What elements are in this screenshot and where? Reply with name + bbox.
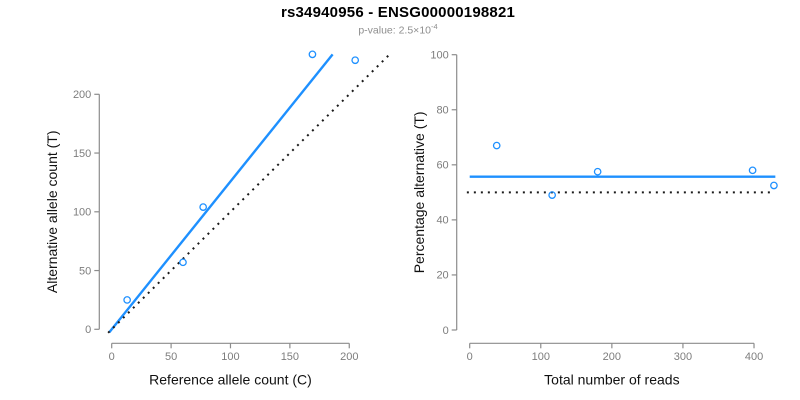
data-point xyxy=(123,296,131,304)
data-point xyxy=(351,56,360,65)
percentage-vs-reads-panel: 0 20 40 60 80 100 0 100 200 300 400 Total number of… xyxy=(411,50,778,387)
data-point xyxy=(199,203,208,211)
x-tick-label: 150 xyxy=(281,351,299,363)
y-tick-label: 60 xyxy=(436,160,448,172)
identity-line xyxy=(107,54,390,334)
x-tick-label: 300 xyxy=(674,351,692,363)
y-tick-label: 0 xyxy=(443,325,449,337)
x-tick-label: 200 xyxy=(340,351,358,363)
y-tick-label: 100 xyxy=(430,50,448,62)
y-tick-label: 100 xyxy=(73,207,91,219)
figure-title: rs34940956 - ENSG00000198821 xyxy=(280,4,516,21)
x-tick-label: 0 xyxy=(109,351,115,363)
data-point xyxy=(308,50,317,59)
data-point xyxy=(548,191,557,199)
x-tick-label: 200 xyxy=(603,351,621,363)
x-tick-label: 100 xyxy=(221,351,239,363)
y-tick-label: 150 xyxy=(73,148,91,160)
y-tick-label: 20 xyxy=(436,270,448,282)
x-tick-label: 50 xyxy=(165,351,177,363)
x-tick-label: 100 xyxy=(532,351,550,363)
fit-line xyxy=(108,53,334,333)
x-tick-label: 0 xyxy=(467,351,473,363)
y-tick-label: 50 xyxy=(79,265,91,277)
data-point xyxy=(179,258,187,267)
data-point xyxy=(593,167,602,176)
y-tick-label: 0 xyxy=(85,324,91,336)
allele-counts-panel: 0 50 100 150 200 0 50 100 150 200 Reference allele… xyxy=(44,50,390,387)
figure-subtitle: p-value: 2.5×10-4 xyxy=(0,22,796,37)
pvalue-text: p-value: 2.5×10 xyxy=(358,24,431,37)
x-tick-label: 400 xyxy=(745,351,763,363)
y-axis-label: Percentage alternative (T) xyxy=(411,111,427,273)
y-tick-label: 80 xyxy=(436,105,448,117)
y-tick-label: 200 xyxy=(73,89,91,101)
y-axis-label: Alternative allele count (T) xyxy=(44,130,60,293)
x-axis-label: Total number of reads xyxy=(544,371,679,387)
data-point xyxy=(492,141,501,150)
y-tick-label: 40 xyxy=(436,215,448,227)
data-point xyxy=(770,181,778,190)
pvalue-exponent: -4 xyxy=(431,22,438,31)
data-point xyxy=(748,166,757,175)
x-axis-label: Reference allele count (C) xyxy=(149,371,312,387)
